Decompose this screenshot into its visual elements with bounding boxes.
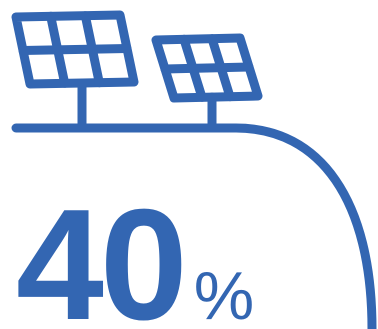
ground-curve-icon [11, 123, 377, 329]
percentage-stat: 40 % [16, 186, 254, 329]
solar-panel-right-icon [151, 33, 263, 133]
stat-value: 40 [16, 177, 188, 329]
solar-panel-left-icon [11, 10, 139, 133]
stat-unit: % [193, 258, 255, 329]
